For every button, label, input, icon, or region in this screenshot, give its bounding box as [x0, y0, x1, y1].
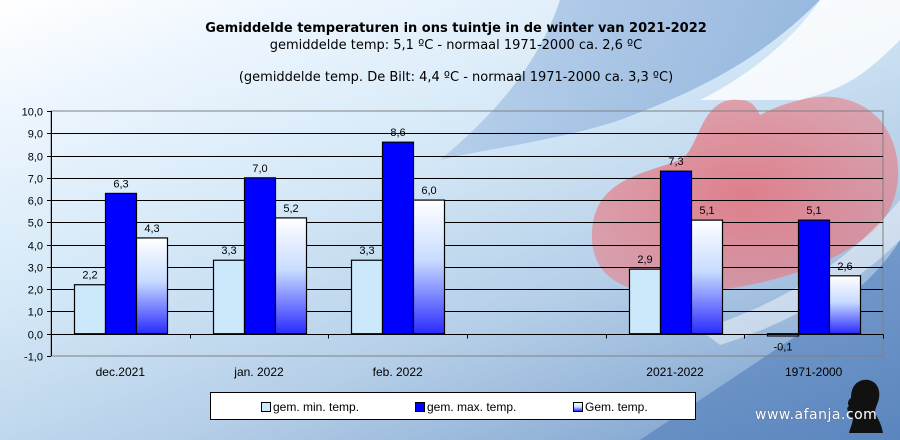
- legend-swatch-max: [415, 402, 425, 412]
- legend-swatch-min: [261, 402, 271, 412]
- data-label: 4,3: [144, 223, 159, 235]
- bar-avg-temp: [690, 219, 724, 335]
- data-label: 5,2: [283, 203, 298, 215]
- legend-item-max: gem. max. temp.: [415, 400, 516, 414]
- data-label: -0,1: [774, 342, 793, 354]
- data-label: 6,3: [113, 178, 128, 190]
- y-tick-label: 6,0: [28, 196, 43, 208]
- profile-silhouette-logo: [847, 379, 883, 433]
- y-tick-label: 1,0: [28, 307, 43, 319]
- y-tick-label: 9,0: [28, 129, 43, 141]
- watermark-text: www.afanja.com: [755, 407, 878, 423]
- legend-label-max: gem. max. temp.: [427, 400, 517, 414]
- x-tick-label: 1971-2000: [785, 365, 843, 379]
- bar-min-temp: [73, 284, 107, 335]
- x-tick-label: dec.2021: [96, 365, 146, 379]
- data-label: 8,6: [390, 127, 405, 139]
- x-tick-label: jan. 2022: [233, 365, 284, 379]
- legend-label-avg: Gem. temp.: [585, 400, 648, 414]
- legend-item-min: gem. min. temp.: [261, 400, 359, 414]
- chart-title: Gemiddelde temperaturen in ons tuintje i…: [205, 21, 707, 36]
- bar-max-temp: [381, 141, 415, 335]
- grid-lines: [50, 110, 884, 357]
- bar-max-temp: [797, 219, 831, 335]
- bar-avg-temp: [412, 199, 446, 335]
- chart-subtitle: gemiddelde temp: 5,1 ºC - normaal 1971-2…: [269, 38, 643, 53]
- bar-min-temp: [628, 268, 662, 335]
- y-tick-label: 3,0: [28, 263, 43, 275]
- chart-subtitle-de-bilt: (gemiddelde temp. De Bilt: 4,4 ºC - norm…: [238, 70, 674, 85]
- bar-max-temp: [104, 192, 138, 335]
- x-tick-label: 2021-2022: [646, 365, 704, 379]
- y-tick-label: 4,0: [28, 241, 43, 253]
- legend-swatch-avg: [573, 402, 583, 412]
- y-tick-label: 2,0: [28, 285, 43, 297]
- y-tick-label: 0,0: [28, 330, 43, 342]
- bar-max-temp: [243, 177, 277, 335]
- bar-avg-temp: [274, 217, 308, 335]
- bar-min-temp: [212, 259, 246, 335]
- data-label: 7,3: [668, 156, 683, 168]
- chart-legend: gem. min. temp. gem. max. temp. Gem. tem…: [210, 392, 696, 420]
- y-tick-label: 7,0: [28, 174, 43, 186]
- bar-min-temp: [350, 259, 384, 335]
- data-label: 3,3: [221, 245, 236, 257]
- axes: -1,0 0,0 1,0 2,0 3,0 4,0 5,0 6,0 7,0 8,0 9,0 10,0 de…: [22, 107, 884, 379]
- chart-title-block: Gemiddelde temperaturen in ons tuintje i…: [0, 20, 900, 86]
- bar-max-temp: [659, 170, 693, 335]
- plot-area-frame: [50, 110, 884, 357]
- y-tick-label: -1,0: [24, 352, 43, 364]
- bars: [73, 141, 862, 337]
- legend-item-avg: Gem. temp.: [573, 400, 648, 414]
- legend-label-min: gem. min. temp.: [273, 400, 360, 414]
- bar-avg-temp: [828, 275, 862, 335]
- y-tick-label: 5,0: [28, 218, 43, 230]
- data-label: 2,2: [82, 270, 97, 282]
- y-tick-label: 10,0: [22, 107, 43, 119]
- data-label: 2,6: [837, 261, 852, 273]
- bar-avg-temp: [135, 237, 169, 335]
- y-tick-label: 8,0: [28, 152, 43, 164]
- data-label: 7,0: [252, 163, 267, 175]
- data-labels: 2,2 6,3 4,3 3,3 7,0 5,2 3,3 8,6 6,0 2,9 7,3 5,1 -0,1…: [82, 127, 852, 354]
- data-label: 2,9: [637, 254, 652, 266]
- x-tick-label: feb. 2022: [373, 365, 423, 379]
- data-label: 5,1: [806, 205, 821, 217]
- data-label: 5,1: [699, 205, 714, 217]
- data-label: 3,3: [359, 245, 374, 257]
- data-label: 6,0: [421, 185, 436, 197]
